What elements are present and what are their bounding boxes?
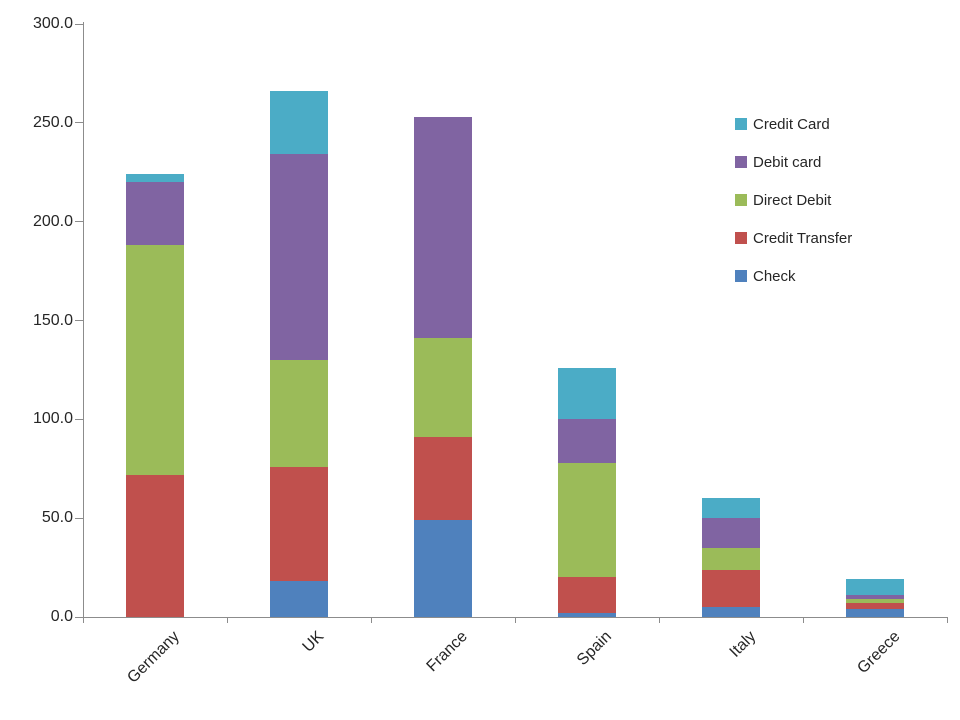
y-axis-label: 150.0 xyxy=(32,311,73,329)
bar-segment-credit-card xyxy=(702,498,760,519)
y-axis-label: 0.0 xyxy=(50,608,73,625)
x-axis-label-italy: Italy xyxy=(726,628,760,661)
x-tick xyxy=(371,618,372,623)
y-axis-label: 250.0 xyxy=(32,113,73,131)
bar-segment-debit-card xyxy=(270,154,328,361)
x-axis-label-spain: Spain xyxy=(574,628,616,669)
bar-segment-check xyxy=(702,607,760,617)
bar-segment-credit-card xyxy=(558,367,616,420)
bar-segment-direct-debit xyxy=(558,462,616,578)
bar-segment-debit-card xyxy=(702,518,760,548)
x-tick xyxy=(659,618,660,623)
bar-segment-credit-transfer xyxy=(846,603,904,610)
x-tick xyxy=(947,618,948,623)
bar-segment-check xyxy=(270,581,328,617)
y-axis-label: 100.0 xyxy=(32,410,73,428)
y-tick xyxy=(75,517,83,519)
bar-segment-debit-card xyxy=(846,595,904,600)
legend-swatch xyxy=(735,232,747,244)
bar-segment-direct-debit xyxy=(126,245,184,475)
legend-label: Credit Card xyxy=(753,115,830,133)
bar-segment-credit-transfer xyxy=(126,474,184,617)
bar-segment-direct-debit xyxy=(270,360,328,467)
bar-segment-check xyxy=(846,609,904,617)
y-axis-label: 200.0 xyxy=(32,212,73,230)
x-axis-label-germany: Germany xyxy=(124,628,184,687)
bar-segment-debit-card xyxy=(414,116,472,339)
legend-item-check: Check xyxy=(735,257,852,295)
legend-label: Credit Transfer xyxy=(753,229,853,247)
bar-uk xyxy=(270,91,328,617)
bar-segment-check xyxy=(558,613,616,617)
bar-segment-credit-transfer xyxy=(270,466,328,582)
x-axis-label-uk: UK xyxy=(299,628,328,656)
y-axis-label: 50.0 xyxy=(41,509,73,527)
y-tick xyxy=(75,616,83,618)
legend-item-debit-card: Debit card xyxy=(735,143,852,181)
x-tick xyxy=(803,618,804,623)
legend-label: Direct Debit xyxy=(753,191,832,209)
legend-swatch xyxy=(735,194,747,206)
y-tick xyxy=(75,23,83,25)
bar-segment-credit-transfer xyxy=(702,569,760,608)
x-tick xyxy=(515,618,516,623)
bar-spain xyxy=(558,367,616,617)
x-tick xyxy=(227,618,228,623)
y-axis-label: 300.0 xyxy=(32,15,73,32)
legend-swatch xyxy=(735,156,747,168)
bar-segment-debit-card xyxy=(126,182,184,246)
legend-label: Check xyxy=(753,267,796,285)
bar-france xyxy=(414,116,472,617)
x-axis-label-greece: Greece xyxy=(853,628,904,678)
legend-label: Debit card xyxy=(753,153,822,171)
bar-segment-credit-transfer xyxy=(414,437,472,521)
bar-segment-debit-card xyxy=(558,419,616,463)
bar-segment-direct-debit xyxy=(702,547,760,570)
x-tick xyxy=(83,618,84,623)
y-tick xyxy=(75,122,83,124)
bar-segment-credit-card xyxy=(126,174,184,183)
bar-segment-credit-transfer xyxy=(558,577,616,614)
legend-swatch xyxy=(735,118,747,130)
y-tick xyxy=(75,418,83,420)
bar-segment-check xyxy=(414,520,472,617)
y-tick xyxy=(75,320,83,321)
y-axis-line xyxy=(83,22,84,618)
x-axis-line xyxy=(83,617,948,618)
legend: Credit Card Debit card Direct Debit Credit … xyxy=(735,105,852,295)
bar-germany xyxy=(126,174,184,617)
bar-greece xyxy=(846,579,904,617)
bar-segment-direct-debit xyxy=(846,599,904,604)
bar-italy xyxy=(702,498,760,617)
bar-segment-credit-card xyxy=(270,91,328,155)
legend-item-direct-debit: Direct Debit xyxy=(735,181,852,219)
x-axis-label-france: France xyxy=(423,628,472,676)
bar-segment-credit-card xyxy=(846,579,904,596)
legend-item-credit-transfer: Credit Transfer xyxy=(735,219,852,257)
legend-item-credit-card: Credit Card xyxy=(735,105,852,143)
legend-swatch xyxy=(735,270,747,282)
y-tick xyxy=(75,221,83,223)
bar-segment-direct-debit xyxy=(414,338,472,438)
